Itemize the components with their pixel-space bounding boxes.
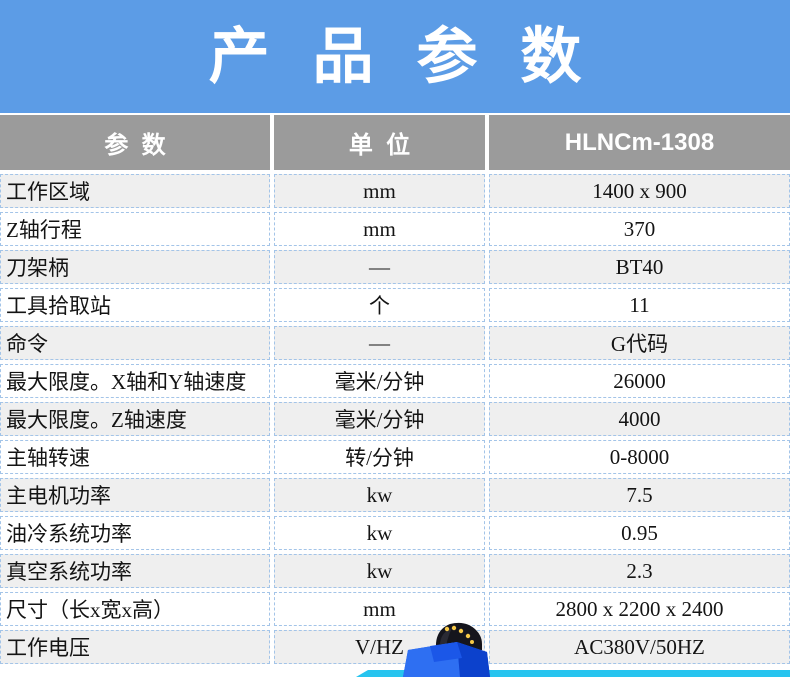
table-row: 工具拾取站 个 11 <box>0 288 790 322</box>
value-cell: 370 <box>489 212 790 246</box>
value-cell: AC380V/50HZ <box>489 630 790 664</box>
value-cell: 2800 x 2200 x 2400 <box>489 592 790 626</box>
table-row: 最大限度。X轴和Y轴速度 毫米/分钟 26000 <box>0 364 790 398</box>
value-cell: 2.3 <box>489 554 790 588</box>
unit-cell: — <box>274 250 485 284</box>
param-cell: 尺寸（长x宽x高） <box>0 592 270 626</box>
header-model: HLNCm-1308 <box>489 115 790 170</box>
table-row: 主轴转速 转/分钟 0-8000 <box>0 440 790 474</box>
unit-cell: kw <box>274 478 485 512</box>
unit-cell: 转/分钟 <box>274 440 485 474</box>
param-cell: 刀架柄 <box>0 250 270 284</box>
value-cell: G代码 <box>489 326 790 360</box>
value-cell: 1400 x 900 <box>489 174 790 208</box>
table-row: 工作区域 mm 1400 x 900 <box>0 174 790 208</box>
banner: 产 品 参 数 <box>0 0 790 113</box>
value-cell: BT40 <box>489 250 790 284</box>
table-row: 主电机功率 kw 7.5 <box>0 478 790 512</box>
table-row: 真空系统功率 kw 2.3 <box>0 554 790 588</box>
unit-cell: kw <box>274 554 485 588</box>
page-title: 产 品 参 数 <box>208 22 595 90</box>
value-cell: 11 <box>489 288 790 322</box>
param-cell: 工作区域 <box>0 174 270 208</box>
param-cell: 最大限度。Z轴速度 <box>0 402 270 436</box>
unit-cell: mm <box>274 212 485 246</box>
unit-cell: mm <box>274 174 485 208</box>
unit-cell: kw <box>274 516 485 550</box>
cyan-glow-strip <box>356 670 790 677</box>
unit-cell: 毫米/分钟 <box>274 402 485 436</box>
param-cell: 工具拾取站 <box>0 288 270 322</box>
value-cell: 0.95 <box>489 516 790 550</box>
unit-cell: — <box>274 326 485 360</box>
unit-cell: 毫米/分钟 <box>274 364 485 398</box>
value-cell: 4000 <box>489 402 790 436</box>
table-row: Z轴行程 mm 370 <box>0 212 790 246</box>
unit-cell: mm <box>274 592 485 626</box>
table-row: 命令 — G代码 <box>0 326 790 360</box>
header-parameter: 参 数 <box>0 115 270 170</box>
table-row: 刀架柄 — BT40 <box>0 250 790 284</box>
value-cell: 7.5 <box>489 478 790 512</box>
param-cell: 最大限度。X轴和Y轴速度 <box>0 364 270 398</box>
value-cell: 26000 <box>489 364 790 398</box>
table-body: 工作区域 mm 1400 x 900 Z轴行程 mm 370 刀架柄 — BT4… <box>0 174 790 664</box>
table-row: 油冷系统功率 kw 0.95 <box>0 516 790 550</box>
param-cell: 工作电压 <box>0 630 270 664</box>
param-cell: Z轴行程 <box>0 212 270 246</box>
table-header: 参 数 单 位 HLNCm-1308 <box>0 115 790 170</box>
param-cell: 主轴转速 <box>0 440 270 474</box>
table-row: 工作电压 V/HZ AC380V/50HZ <box>0 630 790 664</box>
table-row: 尺寸（长x宽x高） mm 2800 x 2200 x 2400 <box>0 592 790 626</box>
value-cell: 0-8000 <box>489 440 790 474</box>
unit-cell: 个 <box>274 288 485 322</box>
param-cell: 命令 <box>0 326 270 360</box>
param-cell: 油冷系统功率 <box>0 516 270 550</box>
table-row: 最大限度。Z轴速度 毫米/分钟 4000 <box>0 402 790 436</box>
header-unit: 单 位 <box>274 115 485 170</box>
param-cell: 真空系统功率 <box>0 554 270 588</box>
param-cell: 主电机功率 <box>0 478 270 512</box>
machine-image <box>403 622 490 677</box>
